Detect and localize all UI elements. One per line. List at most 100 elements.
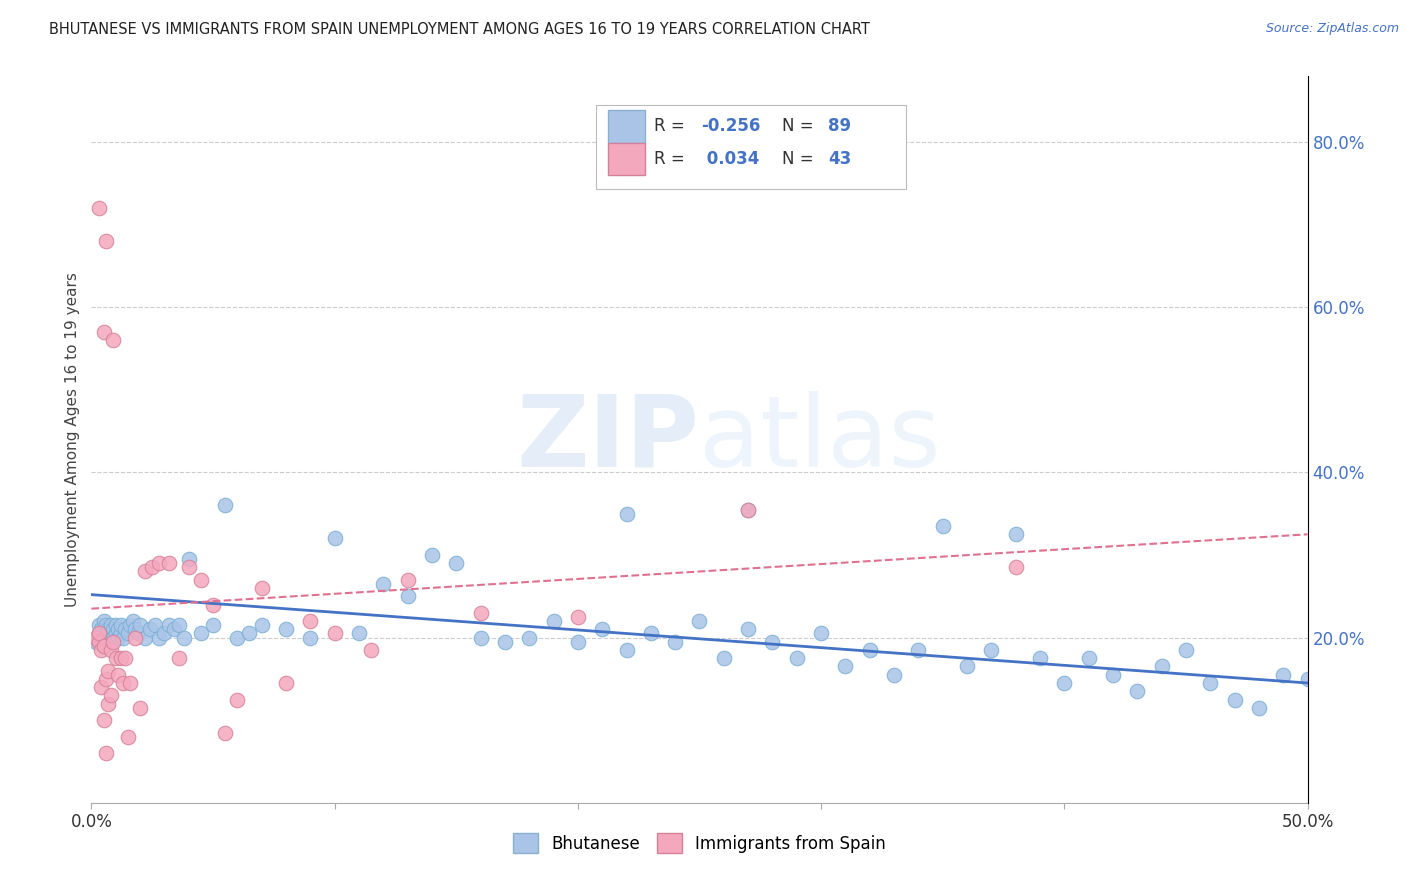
Point bbox=[737, 623, 759, 637]
Legend: Bhutanese, Immigrants from Spain: Bhutanese, Immigrants from Spain bbox=[506, 826, 893, 860]
Point bbox=[859, 643, 882, 657]
Point bbox=[163, 623, 186, 637]
Point bbox=[141, 560, 163, 574]
Point bbox=[129, 618, 152, 632]
Point bbox=[396, 573, 419, 587]
Point bbox=[148, 556, 170, 570]
Point bbox=[84, 634, 107, 648]
Text: -0.256: -0.256 bbox=[700, 118, 761, 136]
Text: 0.034: 0.034 bbox=[700, 150, 759, 168]
Point bbox=[567, 610, 589, 624]
Text: R =: R = bbox=[654, 118, 690, 136]
Point bbox=[103, 631, 125, 645]
Point bbox=[103, 623, 125, 637]
Point bbox=[1247, 700, 1270, 714]
Point bbox=[114, 651, 136, 665]
Point bbox=[238, 626, 260, 640]
Point bbox=[664, 634, 686, 648]
Point bbox=[1029, 651, 1052, 665]
Point bbox=[94, 618, 117, 632]
Point bbox=[737, 502, 759, 516]
Point bbox=[104, 618, 127, 632]
Point bbox=[299, 631, 322, 645]
Point bbox=[90, 680, 112, 694]
Point bbox=[100, 643, 122, 657]
Point bbox=[104, 651, 127, 665]
Point bbox=[104, 626, 127, 640]
Point bbox=[93, 713, 115, 727]
Point bbox=[129, 700, 152, 714]
Bar bbox=[609, 110, 645, 143]
Point bbox=[274, 676, 297, 690]
Point bbox=[202, 598, 225, 612]
Point bbox=[94, 672, 117, 686]
Point bbox=[111, 676, 134, 690]
Point bbox=[373, 577, 395, 591]
FancyBboxPatch shape bbox=[596, 105, 907, 188]
Point bbox=[93, 614, 115, 628]
Point bbox=[226, 631, 249, 645]
Point bbox=[97, 623, 120, 637]
Point bbox=[134, 631, 156, 645]
Point bbox=[143, 618, 166, 632]
Point bbox=[1175, 643, 1198, 657]
Point bbox=[214, 725, 236, 739]
Point bbox=[107, 623, 129, 637]
Point bbox=[494, 634, 516, 648]
Point bbox=[111, 631, 134, 645]
Point bbox=[761, 634, 783, 648]
Point bbox=[100, 634, 122, 648]
Point bbox=[1004, 560, 1026, 574]
Point bbox=[94, 234, 117, 248]
Point bbox=[931, 519, 953, 533]
Point bbox=[97, 631, 120, 645]
Point bbox=[1150, 659, 1173, 673]
Point bbox=[323, 532, 346, 546]
Point bbox=[1296, 672, 1319, 686]
Point bbox=[87, 626, 110, 640]
Point bbox=[124, 623, 146, 637]
Point bbox=[173, 631, 195, 645]
Point bbox=[124, 631, 146, 645]
Point bbox=[87, 626, 110, 640]
Point bbox=[177, 552, 200, 566]
Point bbox=[470, 631, 492, 645]
Text: BHUTANESE VS IMMIGRANTS FROM SPAIN UNEMPLOYMENT AMONG AGES 16 TO 19 YEARS CORREL: BHUTANESE VS IMMIGRANTS FROM SPAIN UNEMP… bbox=[49, 22, 870, 37]
Text: R =: R = bbox=[654, 150, 690, 168]
Point bbox=[94, 626, 117, 640]
Point bbox=[883, 667, 905, 681]
Point bbox=[87, 634, 110, 648]
Point bbox=[90, 623, 112, 637]
Point bbox=[110, 618, 132, 632]
Point bbox=[139, 623, 162, 637]
Point bbox=[202, 618, 225, 632]
Point bbox=[786, 651, 808, 665]
Point bbox=[396, 589, 419, 603]
Point bbox=[1199, 676, 1222, 690]
Point bbox=[1102, 667, 1125, 681]
Point bbox=[157, 556, 180, 570]
Point bbox=[167, 618, 190, 632]
Point bbox=[107, 631, 129, 645]
Point bbox=[114, 623, 136, 637]
Point bbox=[907, 643, 929, 657]
Point bbox=[97, 697, 120, 711]
Point bbox=[640, 626, 662, 640]
Point bbox=[177, 560, 200, 574]
Point bbox=[250, 618, 273, 632]
Point bbox=[591, 623, 613, 637]
Point bbox=[420, 548, 443, 562]
Point bbox=[167, 651, 190, 665]
Text: N =: N = bbox=[782, 150, 820, 168]
Point bbox=[121, 614, 143, 628]
Point bbox=[87, 201, 110, 215]
Point bbox=[1077, 651, 1099, 665]
Point bbox=[737, 502, 759, 516]
Point bbox=[127, 626, 149, 640]
Point bbox=[543, 614, 565, 628]
Point bbox=[103, 634, 125, 648]
Point bbox=[713, 651, 735, 665]
Text: 89: 89 bbox=[828, 118, 852, 136]
Point bbox=[323, 626, 346, 640]
Point bbox=[980, 643, 1002, 657]
